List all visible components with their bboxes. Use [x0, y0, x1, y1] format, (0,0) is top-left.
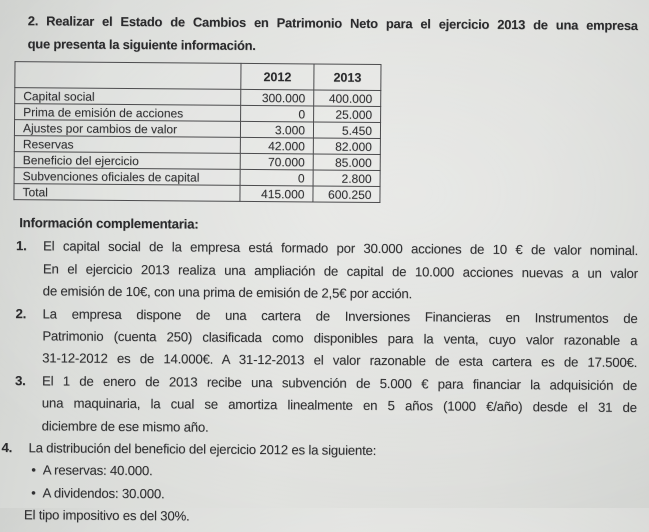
row-label: Total [14, 184, 240, 202]
row-label: Capital social [15, 88, 241, 106]
value-2012: 415.000 [240, 185, 313, 202]
item-number: 3. [15, 370, 26, 392]
value-2013: 82.000 [313, 138, 380, 155]
value-2012: 0 [240, 169, 313, 186]
value-2013: 5.450 [313, 122, 380, 139]
row-label: Ajustes por cambios de valor [14, 120, 240, 138]
value-2013: 400.000 [314, 90, 381, 107]
row-label: Prima de emisión de acciones [15, 104, 241, 122]
complementary-info-section: Información complementaria: 1. El capita… [0, 212, 643, 532]
value-2013: 2.800 [313, 170, 380, 187]
table-header-row: 2012 2013 [15, 62, 381, 91]
row-label: Beneficio del ejercicio [14, 152, 240, 170]
table-row-total: Total 415.000 600.250 [14, 184, 380, 203]
list-item-3: 3. El 1 de enero de 2013 recibe una subv… [0, 370, 642, 442]
table-header-2013: 2013 [314, 64, 381, 91]
value-2012: 0 [241, 105, 314, 122]
table-header-empty [15, 62, 241, 90]
value-2012: 42.000 [240, 137, 313, 154]
row-label: Reservas [14, 136, 240, 154]
value-2013: 85.000 [313, 154, 380, 171]
heading-line-2: que presenta la siguiente información. [28, 32, 638, 60]
value-2012: 70.000 [240, 153, 313, 170]
item-number: 2. [15, 303, 26, 325]
value-2012: 300.000 [241, 89, 314, 106]
value-2013: 25.000 [314, 106, 381, 123]
scanned-document: 2. Realizar el Estado de Cambios en Patr… [0, 0, 649, 513]
bullet-icon: • [31, 463, 36, 478]
value-2012: 3.000 [240, 121, 313, 138]
bullet-text: A dividendos: 30.000. [42, 485, 164, 501]
bullet-text: A reservas: 40.000. [43, 463, 153, 479]
value-2013: 600.250 [313, 186, 380, 203]
tax-rate-note: El tipo impositivo es del 30%. [24, 504, 641, 531]
exercise-heading: 2. Realizar el Estado de Cambios en Patr… [28, 9, 638, 60]
equity-table: 2012 2013 Capital social 300.000 400.000… [13, 61, 381, 203]
list-item-1: 1. El capital social de la empresa está … [0, 235, 643, 307]
list-item-2: 2. La empresa dispone de una cartera de … [0, 303, 643, 375]
row-label: Subvenciones oficiales de capital [14, 168, 240, 186]
bullet-icon: • [31, 485, 36, 500]
item-number: 1. [16, 236, 27, 258]
list-item-4: 4. La distribución del beneficio del eje… [0, 437, 642, 532]
table-header-2012: 2012 [241, 63, 314, 90]
item-number: 4. [1, 437, 12, 459]
